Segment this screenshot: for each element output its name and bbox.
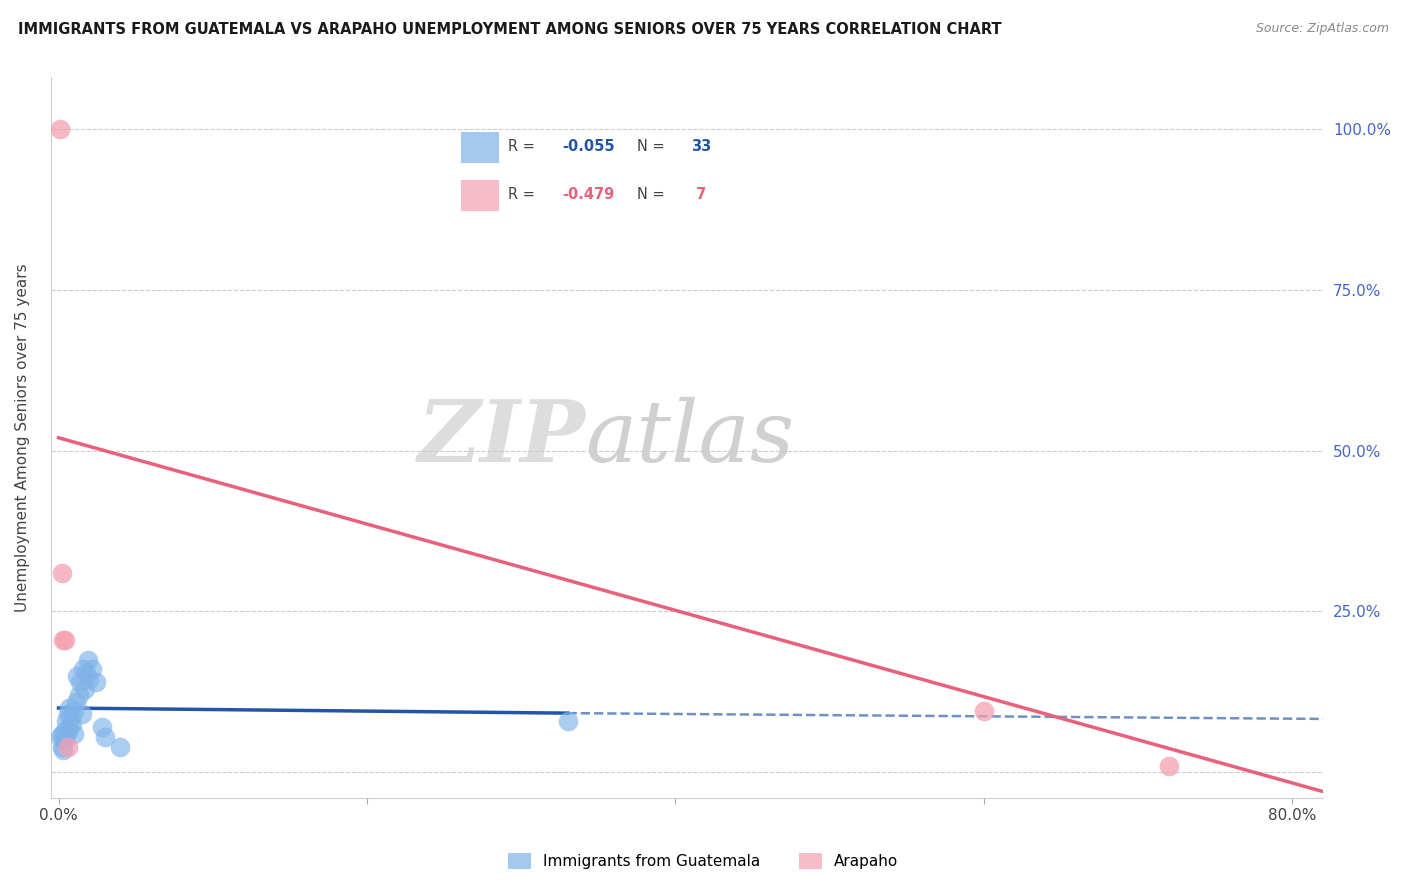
- Point: [73, 681, 96, 696]
- Point: [55, 727, 77, 741]
- Point: [63, 704, 86, 718]
- Point: [63, 727, 86, 741]
- Point: [52, 743, 75, 757]
- Text: ZIP: ZIP: [418, 396, 585, 480]
- Point: [79, 672, 101, 686]
- Point: [84, 675, 107, 690]
- Text: atlas: atlas: [585, 396, 794, 479]
- Point: [72, 662, 94, 676]
- Y-axis label: Unemployment Among Seniors over 75 years: Unemployment Among Seniors over 75 years: [15, 263, 30, 612]
- Text: IMMIGRANTS FROM GUATEMALA VS ARAPAHO UNEMPLOYMENT AMONG SENIORS OVER 75 YEARS CO: IMMIGRANTS FROM GUATEMALA VS ARAPAHO UNE…: [18, 22, 1002, 37]
- Point: [94, 730, 117, 744]
- Point: [62, 717, 84, 731]
- Point: [56, 707, 79, 722]
- Point: [49, 730, 72, 744]
- Point: [59, 711, 82, 725]
- Point: [75, 665, 97, 680]
- Point: [69, 675, 91, 690]
- Point: [56, 723, 79, 738]
- Point: [53, 633, 76, 648]
- Point: [76, 653, 98, 667]
- Point: [52, 730, 75, 744]
- Point: [53, 723, 76, 738]
- Point: [110, 739, 132, 754]
- Point: [973, 704, 995, 718]
- Point: [65, 694, 87, 708]
- Legend: Immigrants from Guatemala, Arapaho: Immigrants from Guatemala, Arapaho: [502, 847, 904, 875]
- Point: [58, 701, 80, 715]
- Text: Source: ZipAtlas.com: Source: ZipAtlas.com: [1256, 22, 1389, 36]
- Point: [90, 720, 112, 734]
- Point: [58, 720, 80, 734]
- Point: [1157, 759, 1180, 773]
- Point: [53, 733, 76, 747]
- Point: [55, 714, 77, 728]
- Point: [49, 122, 72, 136]
- Point: [51, 739, 73, 754]
- Point: [82, 662, 104, 676]
- Point: [66, 669, 89, 683]
- Point: [70, 707, 93, 722]
- Point: [67, 688, 90, 702]
- Point: [51, 727, 73, 741]
- Point: [51, 566, 73, 580]
- Point: [557, 714, 579, 728]
- Point: [52, 633, 75, 648]
- Point: [56, 739, 79, 754]
